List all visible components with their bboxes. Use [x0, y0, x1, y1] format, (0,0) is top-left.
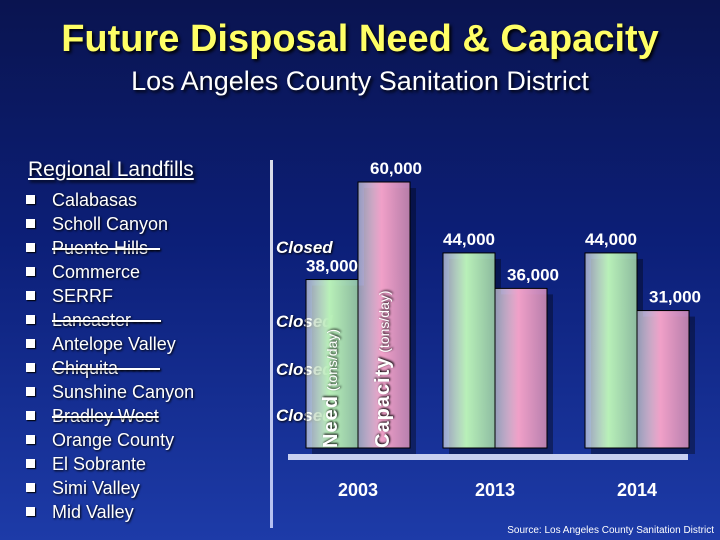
page-subtitle: Los Angeles County Sanitation District: [131, 66, 589, 96]
capacity-axis-title: Capacity: [372, 356, 394, 448]
closed-label: Closed: [276, 238, 333, 257]
landfill-item: Sunshine Canyon: [26, 380, 194, 404]
landfill-label: Mid Valley: [52, 502, 134, 522]
landfill-item: Mid Valley: [26, 500, 194, 524]
landfill-label: Commerce: [52, 262, 141, 282]
bullet-icon: [26, 459, 35, 468]
landfill-list: Calabasas Scholl Canyon Puente Hills-- Comm…: [26, 188, 194, 524]
bullet-icon: [26, 339, 35, 348]
data-label: 31,000: [649, 288, 701, 307]
landfill-label: Sunshine Canyon: [52, 382, 195, 402]
bullet-icon: [26, 363, 35, 372]
landfill-label: Orange County: [52, 430, 175, 450]
landfill-item: SERRF: [26, 284, 194, 308]
bullet-icon: [26, 507, 35, 516]
divider: [270, 160, 273, 528]
data-label: 44,000: [443, 230, 495, 249]
x-axis-baseline: [288, 454, 688, 460]
landfill-item: Orange County: [26, 428, 194, 452]
landfills-title: Regional Landfills: [28, 158, 194, 181]
page-title: Future Disposal Need & Capacity: [61, 18, 659, 60]
bar-capacity: [636, 310, 690, 449]
landfill-label: Calabasas: [52, 190, 138, 210]
bar-capacity: [494, 287, 548, 449]
x-tick-label: 2013: [475, 480, 515, 500]
landfill-label: Lancaster-----: [52, 310, 162, 330]
need-axis-title: Need: [320, 395, 342, 448]
bullet-icon: [26, 315, 35, 324]
capacity-axis-unit: (tons/day): [376, 290, 392, 357]
landfill-label: Bradley West: [52, 406, 159, 426]
bar-need: [305, 279, 359, 449]
landfill-label: Antelope Valley: [52, 334, 176, 354]
landfill-item: El Sobrante: [26, 452, 194, 476]
bullet-icon: [26, 291, 35, 300]
data-label: 36,000: [507, 265, 559, 284]
x-tick-label: 2003: [338, 480, 378, 500]
bar-need: [442, 252, 496, 449]
bullet-icon: [26, 435, 35, 444]
landfill-label: Simi Valley: [52, 478, 140, 498]
landfill-item: Antelope Valley: [26, 332, 194, 356]
need-axis-label: Need (tons/day): [320, 329, 343, 448]
bullet-icon: [26, 411, 35, 420]
landfill-item: Lancaster-----: [26, 308, 194, 332]
landfill-item: Bradley West: [26, 404, 194, 428]
landfill-item: Calabasas: [26, 188, 194, 212]
landfill-label: El Sobrante: [52, 454, 147, 474]
bar-capacity: [357, 181, 411, 449]
landfill-item: Commerce: [26, 260, 194, 284]
capacity-axis-label: Capacity (tons/day): [372, 290, 395, 448]
landfill-label: SERRF: [52, 286, 114, 306]
x-tick-label: 2014: [617, 480, 657, 500]
landfill-label: Puente Hills--: [52, 238, 161, 258]
data-label: 44,000: [585, 230, 637, 249]
need-axis-unit: (tons/day): [324, 328, 340, 396]
landfill-item: Puente Hills--: [26, 236, 194, 260]
landfill-label: Scholl Canyon: [52, 214, 169, 234]
bullet-icon: [26, 243, 35, 252]
bar-need: [584, 252, 638, 449]
bullet-icon: [26, 195, 35, 204]
bullet-icon: [26, 219, 35, 228]
bullet-icon: [26, 483, 35, 492]
landfill-item: Simi Valley: [26, 476, 194, 500]
data-label: 38,000: [306, 257, 358, 276]
data-label: 60,000: [370, 159, 422, 178]
landfill-label: Chiquita-------: [52, 358, 160, 378]
bullet-icon: [26, 267, 35, 276]
landfill-item: Chiquita-------: [26, 356, 194, 380]
bullet-icon: [26, 387, 35, 396]
landfill-item: Scholl Canyon: [26, 212, 194, 236]
source-note: Source: Los Angeles County Sanitation Di…: [507, 525, 714, 536]
